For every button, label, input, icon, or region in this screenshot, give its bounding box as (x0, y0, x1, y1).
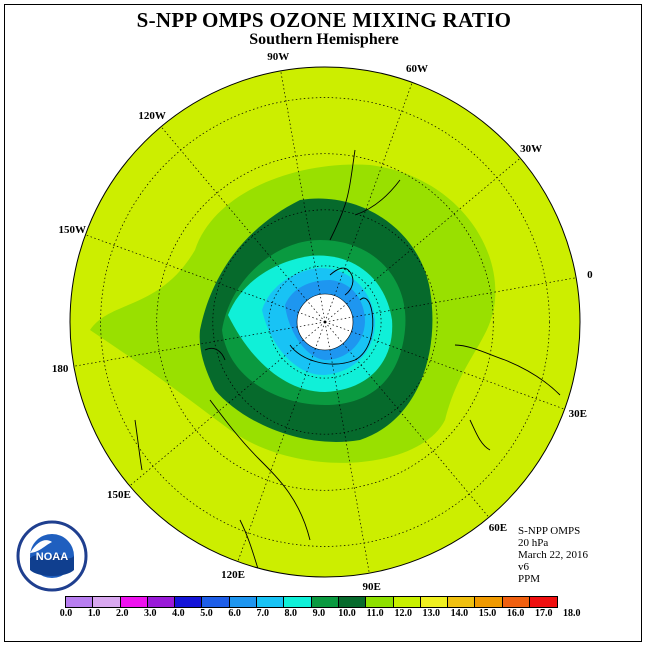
colorbar-tick-label: 18.0 (563, 608, 581, 619)
longitude-label: 120E (221, 568, 245, 581)
colorbar-swatch (284, 597, 312, 607)
meridian-line (324, 321, 490, 518)
noaa-logo: NOAA (16, 520, 88, 592)
colorbar-tick-label: 7.0 (256, 608, 269, 619)
longitude-label: 90W (267, 51, 290, 64)
meridian-line (129, 321, 326, 487)
colorbar-tick-label: 17.0 (534, 608, 553, 619)
colorbar-tick-label: 11.0 (366, 608, 384, 619)
colorbar-tick-label: 6.0 (228, 608, 241, 619)
colorbar-tick-label: 4.0 (172, 608, 185, 619)
units-label: PPM (518, 573, 541, 585)
colorbar-tick-label: 9.0 (312, 608, 326, 619)
meridian-line (324, 157, 521, 323)
colorbar-tick-label: 13.0 (422, 608, 441, 619)
meridian-line (237, 321, 326, 562)
colorbar-swatch (202, 597, 230, 607)
colorbar-tick-label: 3.0 (144, 608, 157, 619)
colorbar-swatch (475, 597, 503, 607)
version-label: v6 (518, 561, 529, 573)
colorbar-swatch (175, 597, 203, 607)
longitude-label: 90E (362, 580, 381, 593)
meridian-line (160, 126, 326, 323)
meridian-line (324, 321, 565, 410)
noaa-logo-text: NOAA (36, 551, 68, 563)
pressure-level-label: 20 hPa (518, 537, 549, 549)
longitude-label: 30W (520, 143, 543, 156)
longitude-label: 150E (107, 488, 131, 501)
longitude-label: 180 (51, 362, 69, 375)
longitude-label: 30E (568, 408, 587, 420)
coastlines (134, 149, 561, 576)
colorbar (65, 596, 559, 608)
graticule (73, 70, 577, 574)
colorbar-swatch (66, 597, 94, 607)
colorbar-tick-label: 15.0 (478, 608, 497, 619)
ozone-contours (90, 149, 561, 576)
colorbar-tick-label: 14.0 (450, 608, 469, 619)
colorbar-tick-label: 1.0 (87, 608, 101, 619)
colorbar-swatch (448, 597, 476, 607)
longitude-label: 0 (587, 269, 593, 282)
map-title: S-NPP OMPS OZONE MIXING RATIO (136, 8, 512, 32)
colorbar-swatch (257, 597, 285, 607)
latitude-circle (268, 265, 382, 379)
longitude-label: 60E (488, 522, 508, 535)
meridian-line (85, 234, 326, 323)
meridian-line (73, 321, 326, 367)
colorbar-swatch (93, 597, 121, 607)
colorbar-swatch (229, 597, 258, 607)
longitude-label: 60W (406, 63, 428, 76)
colorbar-swatch (530, 597, 558, 607)
map-subtitle: Southern Hemisphere (249, 31, 399, 48)
colorbar-swatch (147, 597, 176, 607)
meridian-line (280, 70, 326, 323)
colorbar-swatch (393, 597, 421, 607)
latitude-circle (100, 97, 550, 547)
longitude-label: 150W (58, 223, 86, 236)
figure-frame (4, 4, 642, 642)
date-label: March 22, 2016 (518, 549, 588, 561)
colorbar-swatch (311, 597, 339, 607)
instrument-label: S-NPP OMPS (518, 525, 581, 537)
longitude-label: 120W (138, 109, 166, 122)
colorbar-tick-label: 16.0 (506, 608, 525, 619)
colorbar-tick-label: 5.0 (200, 608, 213, 619)
colorbar-tick-label: 12.0 (394, 608, 412, 619)
latitude-circle (212, 209, 438, 435)
colorbar-swatch (338, 597, 367, 607)
colorbar-swatch (502, 597, 531, 607)
colorbar-swatch (366, 597, 394, 607)
meridian-line (324, 321, 370, 574)
meridian-line (324, 277, 577, 323)
latitude-circle (156, 153, 494, 491)
colorbar-swatch (120, 597, 148, 607)
colorbar-tick-label: 10.0 (338, 608, 356, 619)
meridian-line (324, 82, 413, 323)
colorbar-tick-label: 2.0 (115, 608, 129, 619)
info-block: S-NPP OMPS 20 hPa March 22, 2016 v6 PPM (518, 525, 588, 585)
colorbar-swatch (420, 597, 449, 607)
colorbar-tick-label: 0.0 (59, 608, 73, 619)
colorbar-tick-label: 8.0 (284, 608, 298, 619)
